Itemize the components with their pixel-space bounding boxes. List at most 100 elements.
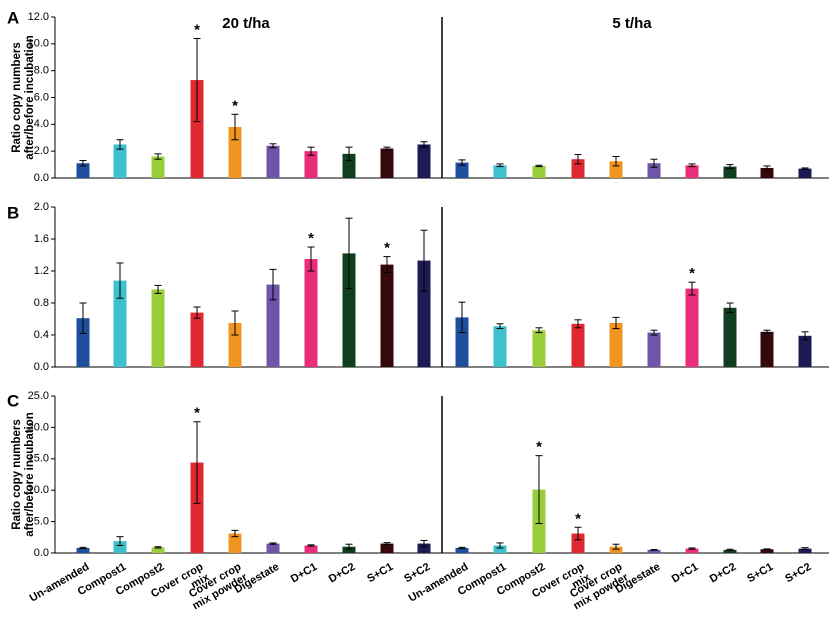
y-axis-label: Ratio copy numbersafter/before incubatio… xyxy=(11,412,36,537)
y-tick-label: 0.0 xyxy=(34,361,49,373)
bar xyxy=(798,548,812,553)
bar xyxy=(532,330,546,367)
bar xyxy=(532,165,546,178)
bar xyxy=(493,165,507,178)
significance-star: * xyxy=(194,405,200,422)
bar xyxy=(76,163,90,178)
significance-star: * xyxy=(384,240,390,257)
bar xyxy=(76,318,90,367)
bar xyxy=(685,165,699,178)
y-tick-label: 1.2 xyxy=(34,265,49,277)
bar xyxy=(609,161,623,178)
bar xyxy=(304,545,318,553)
bar xyxy=(228,533,242,553)
category-label: S+C1 xyxy=(365,561,395,585)
category-label: D+C2 xyxy=(327,561,358,586)
y-tick-label: 2.0 xyxy=(34,201,49,213)
y-tick-label: 5.0 xyxy=(34,516,49,528)
y-tick-label: 2.0 xyxy=(34,145,49,157)
panel-letter-C: C xyxy=(7,391,19,410)
bar xyxy=(609,323,623,367)
y-tick-label: 4.0 xyxy=(34,118,49,130)
y-tick-label: 12.0 xyxy=(28,11,49,23)
bar xyxy=(455,317,469,367)
y-axis-label: Ratio copy numbersafter/before incubatio… xyxy=(11,35,36,160)
bar xyxy=(723,307,737,367)
bar xyxy=(798,168,812,178)
bar xyxy=(417,260,431,367)
significance-star: * xyxy=(232,97,238,114)
bar xyxy=(647,549,661,553)
y-tick-label: 8.0 xyxy=(34,65,49,77)
significance-star: * xyxy=(536,439,542,456)
bar xyxy=(342,253,356,367)
bar xyxy=(266,284,280,367)
bar xyxy=(609,546,623,553)
significance-star: * xyxy=(689,265,695,282)
category-label-line: D+C1 xyxy=(670,561,701,586)
category-label: S+C2 xyxy=(783,561,813,585)
bar xyxy=(266,543,280,553)
bar xyxy=(151,289,165,367)
panel-letter-B: B xyxy=(7,203,19,222)
bar xyxy=(798,335,812,367)
y-tick-label: 25.0 xyxy=(28,390,49,402)
y-tick-label: 15.0 xyxy=(28,453,49,465)
bar xyxy=(571,533,585,553)
bar xyxy=(493,326,507,367)
bar xyxy=(760,549,774,553)
bar xyxy=(685,288,699,367)
bar xyxy=(190,462,204,553)
y-axis-label-line: after/before incubation xyxy=(24,35,36,160)
bar xyxy=(455,162,469,178)
bar xyxy=(113,280,127,367)
bar xyxy=(380,264,394,367)
bar xyxy=(304,259,318,367)
bar xyxy=(76,547,90,553)
bar xyxy=(417,144,431,178)
category-label-line: D+C2 xyxy=(708,561,739,586)
category-label: D+C2 xyxy=(708,561,739,586)
y-tick-label: 6.0 xyxy=(34,91,49,103)
bar xyxy=(113,144,127,178)
bar xyxy=(151,547,165,553)
bar xyxy=(723,549,737,553)
bar xyxy=(685,548,699,553)
y-tick-label: 0.8 xyxy=(34,297,49,309)
category-label-line: S+C2 xyxy=(783,561,813,585)
group-title-5tha: 5 t/ha xyxy=(612,15,652,32)
bar xyxy=(151,156,165,178)
y-tick-label: 0.0 xyxy=(34,172,49,184)
y-axis-label-line: Ratio copy numbers xyxy=(11,42,23,153)
group-title-20tha: 20 t/ha xyxy=(222,15,270,32)
category-label: D+C1 xyxy=(289,561,320,586)
bar xyxy=(417,543,431,553)
y-tick-label: 0.0 xyxy=(34,547,49,559)
significance-star: * xyxy=(308,230,314,247)
y-axis-label-line: after/before incubation xyxy=(24,412,36,537)
category-label-line: D+C1 xyxy=(289,561,320,586)
bar xyxy=(760,331,774,367)
y-tick-label: 10.0 xyxy=(28,38,49,50)
bar xyxy=(380,543,394,553)
bar xyxy=(190,312,204,367)
bar xyxy=(380,148,394,178)
bar xyxy=(493,545,507,553)
panel-letter-A: A xyxy=(7,8,19,27)
bar xyxy=(113,541,127,553)
y-tick-label: 10.0 xyxy=(28,484,49,496)
significance-star: * xyxy=(575,510,581,527)
category-label: S+C1 xyxy=(745,561,775,585)
category-label: D+C1 xyxy=(670,561,701,586)
bar xyxy=(228,323,242,367)
bar xyxy=(342,153,356,178)
bar xyxy=(304,151,318,178)
bar xyxy=(571,323,585,367)
y-tick-label: 0.4 xyxy=(34,329,49,341)
category-label-line: S+C1 xyxy=(745,561,775,585)
significance-star: * xyxy=(194,21,200,38)
bar xyxy=(723,166,737,178)
bar xyxy=(455,547,469,553)
y-axis-label-line: Ratio copy numbers xyxy=(11,419,23,530)
